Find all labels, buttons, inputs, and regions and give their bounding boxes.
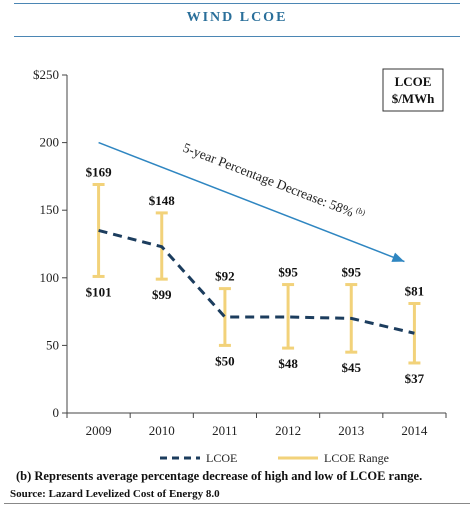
lcoe-line-group bbox=[98, 229, 415, 335]
y-tick-label: 200 bbox=[40, 135, 60, 150]
x-tick-label: 2014 bbox=[401, 423, 428, 438]
annotation-group: 5-year Percentage Decrease: 58%(b)LCOE$/… bbox=[98, 68, 444, 263]
y-tick-label: 150 bbox=[40, 202, 60, 217]
high-value-label: $169 bbox=[86, 165, 113, 180]
unit-box-line2: $/MWh bbox=[392, 91, 435, 106]
low-value-label: $101 bbox=[86, 284, 112, 299]
low-value-label: $99 bbox=[152, 287, 172, 302]
unit-box-line1: LCOE bbox=[395, 74, 432, 89]
y-tick-label: 0 bbox=[53, 405, 60, 420]
high-value-label: $92 bbox=[215, 269, 235, 284]
x-tick-label: 2012 bbox=[275, 423, 301, 438]
annotation-superscript: (b) bbox=[355, 206, 367, 218]
low-value-label: $45 bbox=[342, 360, 362, 375]
y-tick-label: $250 bbox=[33, 67, 59, 82]
data-labels: $169 $148 $92 $95 $95 $81 $101 $99 $50 $48 $45 $37 bbox=[86, 165, 425, 386]
high-value-label: $95 bbox=[342, 265, 362, 280]
high-value-label: $148 bbox=[149, 193, 176, 208]
source-note: Source: Lazard Levelized Cost of Energy … bbox=[10, 488, 220, 500]
low-value-label: $50 bbox=[215, 353, 235, 368]
range-bars bbox=[92, 183, 421, 365]
trend-arrow-head bbox=[391, 252, 405, 262]
legend-range-label: LCOE Range bbox=[324, 451, 389, 465]
y-tick-label: 50 bbox=[46, 337, 59, 352]
source-rule bbox=[4, 503, 470, 504]
title-rule-top bbox=[14, 3, 460, 4]
y-tick-label: 100 bbox=[40, 270, 60, 285]
x-tick-label: 2010 bbox=[149, 423, 175, 438]
trend-arrow-line bbox=[98, 141, 405, 263]
unit-box bbox=[382, 68, 444, 112]
title-rule-bottom bbox=[14, 36, 460, 37]
lcoe-series-line bbox=[98, 229, 415, 335]
high-value-label: $81 bbox=[405, 283, 425, 298]
legend-lcoe-label: LCOE bbox=[206, 451, 237, 465]
chart-axes: $250 200 150 100 50 0 2009 2010 2011 2012 2013 2014 bbox=[33, 67, 447, 438]
x-tick-label: 2011 bbox=[212, 423, 238, 438]
chart-title: WIND LCOE bbox=[186, 10, 288, 25]
x-tick-label: 2013 bbox=[338, 423, 364, 438]
low-value-label: $48 bbox=[278, 356, 298, 371]
low-value-label: $37 bbox=[405, 371, 425, 386]
lcoe-chart: $250 200 150 100 50 0 2009 2010 2011 2012 2013 2014… bbox=[33, 67, 447, 465]
footnote: (b) Represents average percentage decrea… bbox=[16, 469, 423, 483]
x-tick-label: 2009 bbox=[86, 423, 112, 438]
legend: LCOE LCOE Range bbox=[160, 451, 389, 465]
high-value-label: $95 bbox=[278, 265, 298, 280]
